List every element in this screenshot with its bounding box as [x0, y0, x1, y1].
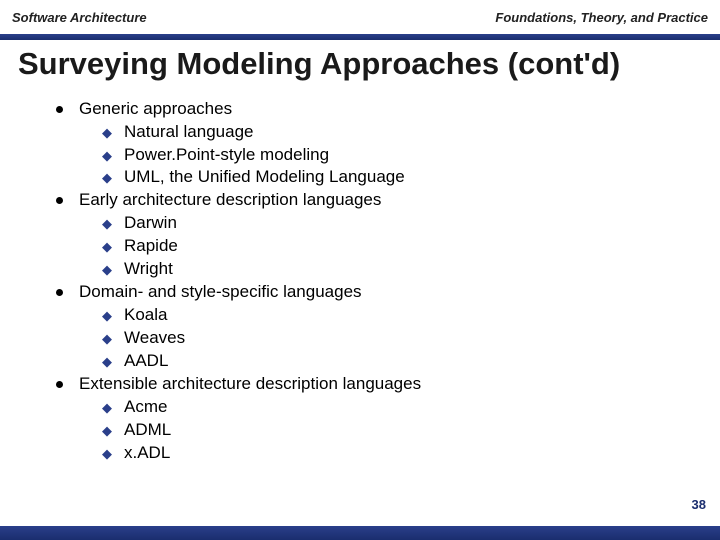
bullet-dot-icon	[56, 381, 63, 388]
sub-bullet-item: ◆ Weaves	[102, 327, 680, 350]
sub-bullet-label: Power.Point-style modeling	[124, 144, 329, 167]
bullet-item: Generic approaches	[56, 98, 680, 121]
arrow-icon: ◆	[102, 170, 112, 186]
slide-title: Surveying Modeling Approaches (cont'd)	[18, 46, 702, 82]
arrow-icon: ◆	[102, 308, 112, 324]
bullet-item: Early architecture description languages	[56, 189, 680, 212]
sub-bullet-label: Weaves	[124, 327, 185, 350]
sub-bullet-item: ◆ Acme	[102, 396, 680, 419]
arrow-icon: ◆	[102, 423, 112, 439]
sub-bullet-label: Koala	[124, 304, 167, 327]
sub-bullet-label: x.ADL	[124, 442, 170, 465]
sub-bullet-label: ADML	[124, 419, 171, 442]
arrow-icon: ◆	[102, 446, 112, 462]
header-left: Software Architecture	[12, 10, 147, 25]
bullet-item: Extensible architecture description lang…	[56, 373, 680, 396]
sub-bullet-item: ◆ Natural language	[102, 121, 680, 144]
bullet-label: Extensible architecture description lang…	[79, 373, 421, 396]
sub-bullet-label: AADL	[124, 350, 168, 373]
bullet-dot-icon	[56, 197, 63, 204]
bullet-label: Early architecture description languages	[79, 189, 381, 212]
bullet-dot-icon	[56, 106, 63, 113]
arrow-icon: ◆	[102, 331, 112, 347]
sub-bullet-label: Acme	[124, 396, 167, 419]
sub-bullet-item: ◆ Koala	[102, 304, 680, 327]
sub-bullet-item: ◆ AADL	[102, 350, 680, 373]
sub-bullet-item: ◆ Wright	[102, 258, 680, 281]
arrow-icon: ◆	[102, 262, 112, 278]
title-area: Surveying Modeling Approaches (cont'd)	[0, 40, 720, 96]
sub-bullet-item: ◆ Rapide	[102, 235, 680, 258]
sub-bullet-label: Rapide	[124, 235, 178, 258]
bullet-label: Generic approaches	[79, 98, 232, 121]
sub-bullet-item: ◆ Darwin	[102, 212, 680, 235]
bottom-divider	[0, 526, 720, 540]
sub-bullet-label: Darwin	[124, 212, 177, 235]
bullet-dot-icon	[56, 289, 63, 296]
slide: Software Architecture Foundations, Theor…	[0, 0, 720, 540]
sub-bullet-item: ◆ Power.Point-style modeling	[102, 144, 680, 167]
bullet-label: Domain- and style-specific languages	[79, 281, 362, 304]
sub-bullet-item: ◆ x.ADL	[102, 442, 680, 465]
page-number: 38	[692, 497, 706, 512]
arrow-icon: ◆	[102, 400, 112, 416]
arrow-icon: ◆	[102, 239, 112, 255]
sub-bullet-label: Wright	[124, 258, 173, 281]
sub-bullet-item: ◆ ADML	[102, 419, 680, 442]
bullet-item: Domain- and style-specific languages	[56, 281, 680, 304]
sub-bullet-label: Natural language	[124, 121, 253, 144]
sub-bullet-label: UML, the Unified Modeling Language	[124, 166, 405, 189]
arrow-icon: ◆	[102, 216, 112, 232]
sub-bullet-item: ◆ UML, the Unified Modeling Language	[102, 166, 680, 189]
header-bar: Software Architecture Foundations, Theor…	[0, 0, 720, 34]
header-right: Foundations, Theory, and Practice	[495, 10, 708, 25]
arrow-icon: ◆	[102, 148, 112, 164]
content-area: Generic approaches ◆ Natural language ◆ …	[0, 96, 720, 540]
arrow-icon: ◆	[102, 354, 112, 370]
arrow-icon: ◆	[102, 125, 112, 141]
